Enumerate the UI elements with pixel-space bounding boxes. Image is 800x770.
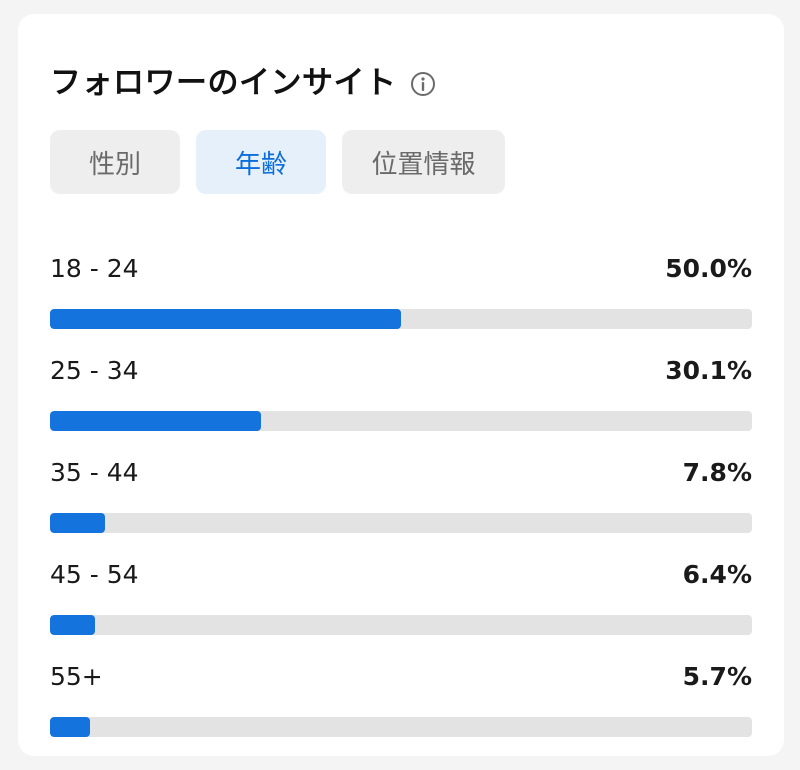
card-header: フォロワーのインサイト (50, 68, 437, 99)
age-row: 35 - 44 7.8% (50, 454, 752, 556)
tab-age[interactable]: 年齢 (196, 130, 326, 194)
tab-label: 性別 (88, 149, 141, 180)
progress-track (50, 309, 752, 329)
progress-fill (50, 717, 90, 737)
progress-fill (50, 309, 401, 329)
info-icon[interactable] (409, 70, 437, 98)
tab-location[interactable]: 位置情報 (342, 130, 505, 194)
progress-fill (50, 513, 105, 533)
insight-tabs: 性別 年齢 位置情報 (50, 130, 505, 194)
progress-track (50, 513, 752, 533)
progress-track (50, 411, 752, 431)
age-percent-value: 6.4% (682, 559, 752, 589)
age-percent-value: 5.7% (682, 661, 752, 691)
progress-track (50, 615, 752, 635)
age-row: 55+ 5.7% (50, 658, 752, 760)
age-distribution-list: 18 - 24 50.0% 25 - 34 30.1% 35 - 44 7.8% (50, 250, 752, 760)
age-range-label: 18 - 24 (50, 253, 139, 283)
page-title: フォロワーのインサイト (50, 65, 397, 101)
age-percent-value: 50.0% (665, 253, 752, 283)
age-range-label: 35 - 44 (50, 457, 139, 487)
age-row: 25 - 34 30.1% (50, 352, 752, 454)
age-range-label: 55+ (50, 661, 103, 691)
progress-fill (50, 615, 95, 635)
tab-gender[interactable]: 性別 (50, 130, 180, 194)
age-range-label: 25 - 34 (50, 355, 139, 385)
age-percent-value: 7.8% (682, 457, 752, 487)
age-percent-value: 30.1% (665, 355, 752, 385)
tab-label: 位置情報 (371, 149, 476, 180)
age-row: 45 - 54 6.4% (50, 556, 752, 658)
progress-fill (50, 411, 262, 431)
tab-label: 年齢 (234, 149, 287, 180)
follower-insights-card: フォロワーのインサイト 性別 年齢 位置情報 18 - 24 50.0% (18, 14, 784, 756)
age-row: 18 - 24 50.0% (50, 250, 752, 352)
progress-track (50, 717, 752, 737)
age-range-label: 45 - 54 (50, 559, 139, 589)
